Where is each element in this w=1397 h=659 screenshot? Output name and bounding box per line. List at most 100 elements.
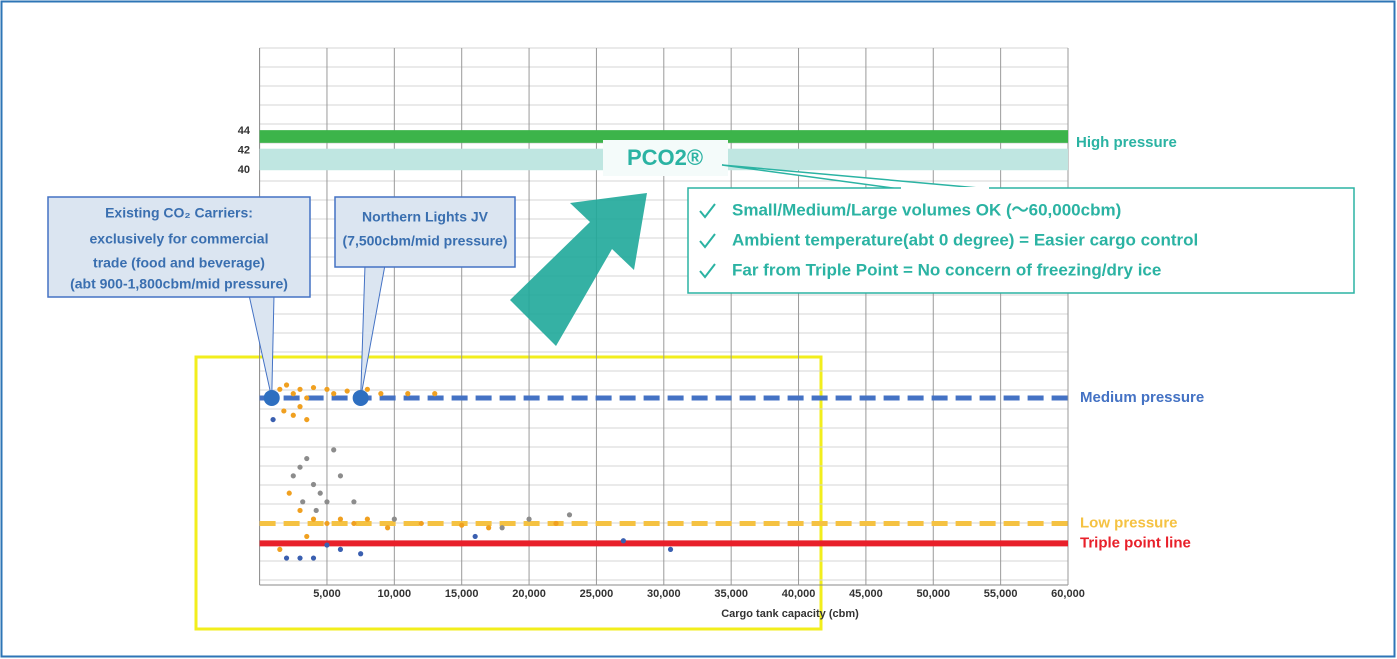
point bbox=[378, 391, 384, 397]
point bbox=[310, 384, 317, 391]
point bbox=[310, 555, 317, 561]
point bbox=[297, 555, 303, 561]
benefit-text: Small/Medium/Large volumes OK (〜60,000cb… bbox=[732, 200, 1121, 219]
y-tick-label: 42 bbox=[238, 145, 250, 157]
point bbox=[337, 546, 344, 553]
y-tick-label: 44 bbox=[238, 125, 251, 137]
point bbox=[553, 520, 559, 527]
pressure-label: Triple point line bbox=[1080, 534, 1191, 551]
point bbox=[324, 520, 330, 527]
point bbox=[384, 525, 391, 531]
point bbox=[304, 533, 310, 540]
point bbox=[317, 490, 323, 496]
point bbox=[472, 533, 478, 540]
point bbox=[351, 499, 357, 505]
benefit-box bbox=[687, 187, 1355, 294]
check-icon bbox=[699, 233, 716, 249]
point bbox=[324, 386, 330, 392]
highlight-point bbox=[263, 389, 280, 406]
point bbox=[304, 395, 310, 401]
point bbox=[364, 516, 370, 522]
band-label: High pressure bbox=[1076, 134, 1177, 151]
point bbox=[297, 386, 303, 392]
point bbox=[304, 416, 310, 423]
highlight-point bbox=[352, 389, 369, 406]
point bbox=[344, 388, 350, 394]
benefit-text: Far from Triple Point = No concern of fr… bbox=[732, 260, 1161, 279]
check-icon bbox=[699, 203, 716, 219]
point bbox=[324, 499, 330, 505]
x-tick-label: 55,000 bbox=[984, 588, 1018, 600]
x-axis-title: Cargo tank capacity (cbm) bbox=[721, 608, 859, 620]
check-icon bbox=[699, 263, 716, 279]
point bbox=[391, 516, 397, 522]
point bbox=[304, 455, 310, 462]
point bbox=[667, 546, 674, 553]
point bbox=[331, 447, 337, 453]
point bbox=[297, 507, 303, 514]
x-tick-label: 5,000 bbox=[313, 588, 341, 600]
point bbox=[286, 490, 292, 496]
point bbox=[277, 546, 283, 553]
product-box bbox=[603, 140, 728, 176]
point bbox=[459, 522, 465, 528]
callout-box bbox=[334, 196, 516, 268]
point bbox=[297, 464, 303, 470]
point bbox=[270, 416, 276, 423]
x-tick-label: 20,000 bbox=[512, 588, 546, 600]
x-tick-label: 35,000 bbox=[714, 588, 748, 600]
point bbox=[620, 538, 626, 544]
point bbox=[283, 555, 290, 561]
point bbox=[351, 520, 357, 527]
point bbox=[432, 391, 438, 397]
y-tick-label: 40 bbox=[238, 164, 250, 176]
x-tick-label: 25,000 bbox=[580, 588, 614, 600]
benefit-text: Ambient temperature(abt 0 degree) = Easi… bbox=[732, 230, 1198, 249]
point bbox=[310, 481, 317, 488]
callout-box bbox=[47, 196, 311, 298]
point bbox=[297, 404, 303, 410]
point bbox=[364, 386, 370, 392]
point bbox=[300, 499, 306, 505]
x-tick-label: 40,000 bbox=[782, 588, 816, 600]
point bbox=[337, 516, 344, 522]
point bbox=[405, 391, 411, 397]
callout-text: (abt 900-1,800cbm/mid pressure) bbox=[70, 276, 288, 292]
point bbox=[331, 391, 337, 397]
callout-text: exclusively for commercial bbox=[90, 231, 269, 247]
x-tick-label: 60,000 bbox=[1051, 588, 1085, 600]
pressure-band bbox=[259, 130, 1069, 143]
pressure-label: Low pressure bbox=[1080, 514, 1178, 531]
point bbox=[526, 516, 532, 522]
product-label: PCO2® bbox=[627, 145, 703, 170]
point bbox=[290, 412, 296, 418]
callout-text: trade (food and beverage) bbox=[93, 255, 265, 271]
pressure-label: Medium pressure bbox=[1080, 389, 1204, 406]
point bbox=[566, 512, 573, 518]
point bbox=[277, 386, 283, 392]
callout-text: Existing CO₂ Carriers: bbox=[105, 205, 253, 221]
point bbox=[283, 382, 290, 388]
point bbox=[290, 391, 296, 397]
point bbox=[499, 525, 505, 531]
callout-text: (7,500cbm/mid pressure) bbox=[343, 233, 508, 249]
x-tick-label: 45,000 bbox=[849, 588, 883, 600]
point bbox=[313, 507, 319, 514]
point bbox=[281, 408, 287, 414]
arrow bbox=[510, 193, 647, 346]
x-tick-label: 30,000 bbox=[647, 588, 681, 600]
inset-frame bbox=[194, 355, 823, 631]
point bbox=[358, 551, 364, 557]
x-tick-label: 50,000 bbox=[916, 588, 950, 600]
x-tick-label: 15,000 bbox=[445, 588, 479, 600]
point bbox=[290, 473, 296, 479]
x-tick-label: 10,000 bbox=[378, 588, 412, 600]
point bbox=[418, 520, 424, 527]
point bbox=[310, 516, 317, 522]
point bbox=[324, 542, 330, 548]
callout-text: Northern Lights JV bbox=[362, 209, 489, 225]
point bbox=[486, 525, 492, 531]
point bbox=[337, 473, 344, 479]
